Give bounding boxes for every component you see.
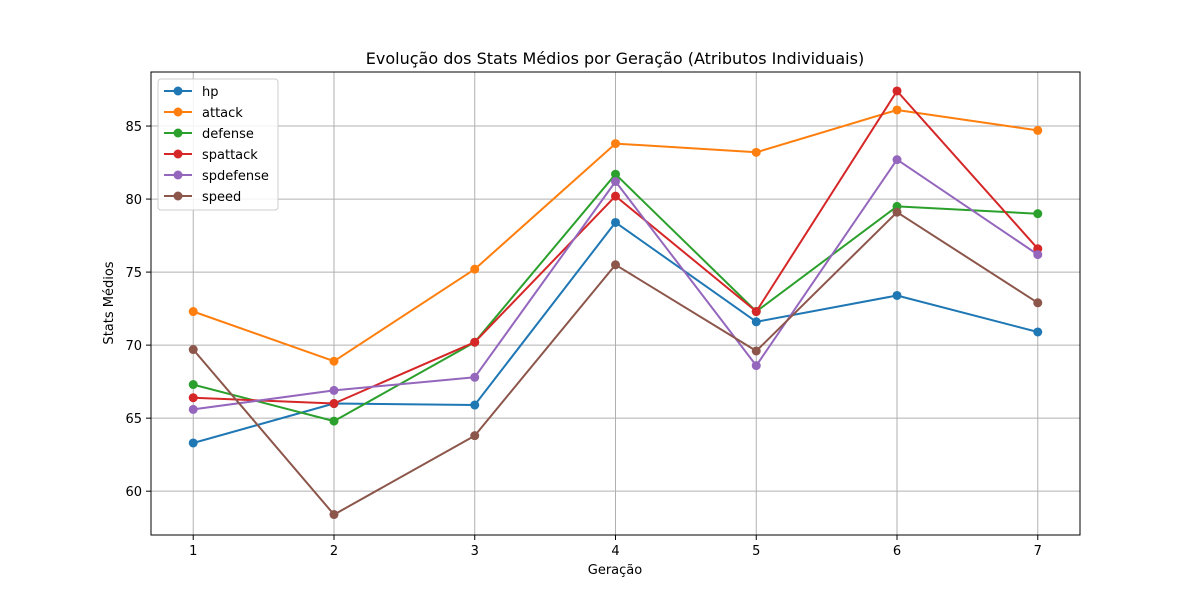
data-point-speed [892,207,902,217]
y-tick-label: 85 [125,120,142,135]
data-point-attack [892,105,902,115]
y-tick-label: 75 [125,266,142,281]
data-point-defense [611,169,620,179]
y-tick-label: 80 [125,193,142,208]
data-point-hp [751,317,761,327]
legend-swatch-marker [173,86,183,96]
legend-swatch-marker [173,170,183,180]
data-point-spattack [329,399,339,409]
data-point-attack [329,356,339,366]
data-point-speed [751,346,761,356]
x-tick-label: 4 [611,544,619,559]
legend-item-attack: attack [164,106,243,121]
data-point-hp [892,290,902,300]
legend-label: attack [202,106,243,121]
x-tick-label: 3 [471,544,479,559]
x-tick-label: 7 [1034,544,1042,559]
x-tick-label: 1 [189,544,197,559]
legend-label: speed [202,190,241,205]
data-point-hp [1033,327,1043,337]
data-point-spdefense [751,361,761,371]
legend-item-defense: defense [164,127,254,142]
data-point-hp [470,400,480,410]
data-point-attack [751,147,761,157]
legend-swatch-marker [173,149,183,159]
data-point-spattack [470,337,480,347]
data-point-attack [611,139,620,149]
data-point-speed [470,431,480,441]
legend-item-hp: hp [164,85,219,100]
y-tick-label: 60 [125,485,142,500]
data-point-spdefense [1033,250,1043,260]
legend: hp attack defense spattack spdefense speed [157,78,279,211]
legend-item-spdefense: spdefense [164,169,269,184]
data-point-attack [470,264,480,274]
data-point-speed [1033,298,1043,308]
data-point-spdefense [470,372,480,382]
data-point-speed [188,345,198,355]
axis-ticks: 1 2 3 4 5 6 7 60 65 70 75 80 85 [125,120,1041,559]
data-point-speed [611,260,620,270]
legend-swatch-marker [173,191,183,201]
series-lines [188,86,1043,520]
data-point-spattack [611,191,620,201]
legend-label: spdefense [202,169,269,184]
data-point-spdefense [892,155,902,165]
x-tick-label: 2 [330,544,338,559]
legend-item-speed: speed [164,190,241,205]
data-point-defense [1033,209,1043,219]
grid [151,72,1080,535]
data-point-attack [188,307,198,317]
data-point-speed [329,510,339,520]
data-point-spattack [188,393,198,403]
data-point-hp [611,217,620,227]
legend-label: defense [202,127,254,142]
chart-title: Evolução dos Stats Médios por Geração (A… [366,49,864,68]
data-point-spdefense [329,385,339,395]
y-tick-label: 70 [125,339,142,354]
x-tick-label: 6 [893,544,901,559]
data-point-defense [329,416,339,426]
data-point-spattack [751,307,761,317]
series-spdefense [188,155,1043,414]
x-axis-label: Geração [588,563,642,578]
series-speed [188,207,1043,520]
y-tick-label: 65 [125,412,142,427]
series-attack [188,105,1043,366]
y-axis-label: Stats Médios [102,261,117,344]
legend-label: spattack [202,148,258,163]
data-point-spdefense [611,177,620,187]
legend-item-spattack: spattack [164,148,258,163]
legend-label: hp [202,85,219,100]
x-tick-label: 5 [752,544,760,559]
data-point-attack [1033,125,1043,135]
data-point-defense [188,380,198,390]
data-point-spattack [892,86,902,96]
data-point-spdefense [188,404,198,414]
legend-swatch-marker [173,107,183,117]
series-spattack [188,86,1043,409]
legend-swatch-marker [173,128,183,138]
data-point-hp [188,438,198,448]
